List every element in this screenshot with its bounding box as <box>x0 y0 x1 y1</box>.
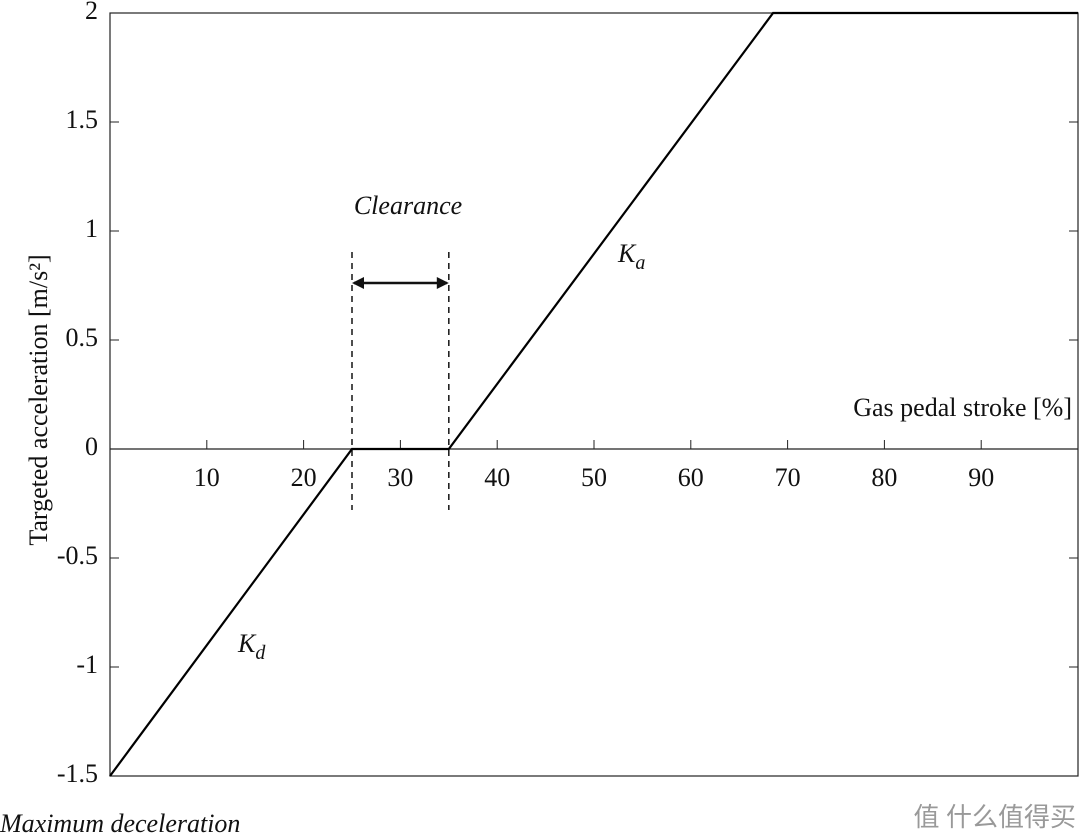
kd-label: Kd <box>237 629 266 664</box>
ka-sub: a <box>635 252 645 274</box>
watermark: 值 什么值得买 <box>913 803 1076 832</box>
x-tick-label: 10 <box>194 463 220 492</box>
y-tick-label: 2 <box>85 0 98 25</box>
y-tick-label: -0.5 <box>57 541 98 570</box>
y-tick-label: -1.5 <box>57 759 98 788</box>
y-tick-label: 0.5 <box>66 323 99 352</box>
x-tick-label: 30 <box>387 463 413 492</box>
arrow-head <box>436 277 449 289</box>
y-tick-label: -1 <box>76 650 98 679</box>
y-tick-label: 1 <box>85 214 98 243</box>
ka-label: Ka <box>617 239 645 274</box>
x-axis-label: Gas pedal stroke [%] <box>853 393 1072 422</box>
kd-main: K <box>237 629 257 658</box>
x-tick-label: 90 <box>968 463 994 492</box>
x-tick-label: 50 <box>581 463 607 492</box>
y-axis-label: Targeted acceleration [m/s²] <box>24 254 53 545</box>
clearance-label: Clearance <box>354 191 462 220</box>
plot-frame <box>109 12 1079 777</box>
x-tick-label: 80 <box>871 463 897 492</box>
x-tick-label: 40 <box>484 463 510 492</box>
ka-main: K <box>617 239 637 268</box>
line-series <box>109 11 1078 777</box>
x-tick-label: 70 <box>775 463 801 492</box>
y-tick-label: 1.5 <box>66 105 99 134</box>
y-tick-label: 0 <box>85 432 98 461</box>
kd-sub: d <box>255 642 266 664</box>
x-tick-label: 20 <box>291 463 317 492</box>
arrow-head <box>352 277 364 289</box>
min-label: Maximum deceleration <box>0 809 240 838</box>
x-tick-label: 60 <box>678 463 704 492</box>
